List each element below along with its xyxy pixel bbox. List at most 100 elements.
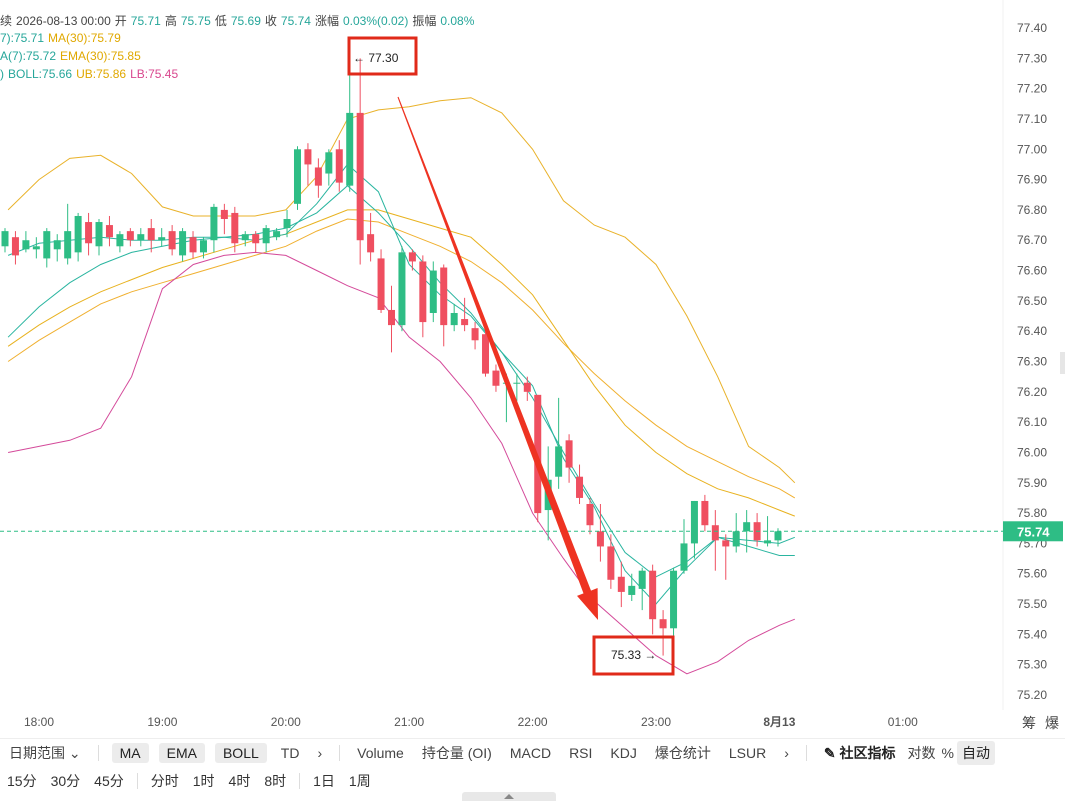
divider [299,773,301,789]
liquidation-toggle[interactable]: 爆仓统计 [654,745,711,761]
candle-body [346,112,354,186]
candle-body [32,246,40,250]
price-chart[interactable]: 77.40 77.30 77.20 77.10 77.00 76.90 76.80 76.70… [0,0,1065,738]
candle-body [398,252,406,326]
panel-expand-handle[interactable] [462,792,556,801]
interval-2[interactable]: 45分 [94,773,124,789]
boll-lb-value: LB:75.45 [130,67,179,81]
candle-body [607,546,615,580]
y-tick-label: 77.10 [1017,112,1047,126]
y-tick-label: 76.20 [1017,385,1047,399]
x-tick-label: 19:00 [147,715,177,729]
open-value: 75.71 [130,14,161,28]
last-price-tag [1003,521,1063,542]
candle-body [241,234,249,241]
candle-body [95,222,103,247]
interval-4[interactable]: 1时 [192,773,215,789]
candle-body [273,231,281,238]
volume-toggle[interactable]: Volume [357,745,404,761]
y-tick-label: 76.00 [1017,445,1047,459]
candle-body [314,167,322,186]
low-price-label: 75.33 → [611,648,656,662]
candle-body [304,149,312,165]
interval-1[interactable]: 30分 [50,773,81,789]
line-ma_fast [7,163,795,605]
candle-body [85,222,93,244]
kdj-toggle[interactable]: KDJ [610,745,637,761]
oi-toggle[interactable]: 持仓量 (OI) [421,745,492,761]
divider [805,745,807,761]
candle-body [461,319,469,326]
ma-toggle[interactable]: MA [111,743,149,763]
candle-body [659,619,667,629]
low-annotation-box [592,635,675,676]
x-tick-label: 21:00 [394,715,424,729]
interval-6[interactable]: 8时 [264,773,287,789]
boll-value: BOLL:75.66 [8,67,73,81]
indicator-toolbar: 日期范围 ⌄ MA EMA BOLL TD › Volume 持仓量 (OI) … [0,738,1065,767]
high-price-label: ← 77.30 [353,51,399,65]
chip-distribution-label[interactable]: 筹 [1022,715,1036,731]
line-ma_slow [7,209,795,517]
liquidation-map-label[interactable]: 爆 [1045,715,1059,731]
candle-body [523,382,531,392]
td-toggle[interactable]: TD [280,745,300,761]
y-tick-label: 75.60 [1017,567,1047,581]
y-tick-label: 76.70 [1017,233,1047,247]
lsur-toggle[interactable]: LSUR [728,745,767,761]
interval-3[interactable]: 分时 [150,773,179,789]
x-tick-label: 18:00 [24,715,54,729]
candle-body [377,258,385,310]
boll-toggle[interactable]: BOLL [214,743,267,763]
log-scale-toggle[interactable]: 对数 [907,745,936,761]
community-indicators-button[interactable]: ✎ 社区指标 [823,745,896,761]
y-tick-label: 75.30 [1017,658,1047,672]
interval-7[interactable]: 1日 [313,773,335,789]
ma-slow-value: MA(30):75.79 [48,31,121,45]
chevron-right-icon[interactable]: › [784,745,789,761]
candle-body [670,570,678,629]
last-price-value: 75.74 [1017,524,1050,539]
candle-body [283,219,291,229]
candle-body [189,237,197,253]
candle-body [105,225,113,238]
candle-body [482,334,490,374]
boll-ub-value: UB:75.86 [76,67,127,81]
x-tick-label: 23:00 [641,715,671,729]
y-tick-label: 77.40 [1017,21,1047,35]
candle-body [74,215,82,253]
chevron-right-icon[interactable]: › [317,745,323,761]
ema-slow-value: EMA(30):75.85 [60,49,141,63]
candle-body [53,240,61,250]
percent-scale-toggle[interactable]: % [941,745,954,761]
y-tick-label: 76.10 [1017,415,1047,429]
amplitude-value: 0.08% [440,14,475,28]
date-range-button[interactable]: 日期范围 ⌄ [9,745,81,761]
auto-scale-toggle[interactable]: 自动 [956,741,995,765]
candle-body [743,522,751,532]
candle-body [555,446,563,477]
side-panel-handle[interactable] [1060,352,1065,374]
ema-toggle[interactable]: EMA [158,743,205,763]
candle-body [158,237,166,241]
change-value: 0.03%(0.02) [342,14,409,28]
y-tick-label: 77.00 [1017,142,1047,156]
close-value: 75.74 [280,14,311,28]
candle-body [22,240,30,250]
interval-8[interactable]: 1周 [348,773,371,789]
interval-0[interactable]: 15分 [7,773,37,789]
y-tick-label: 76.40 [1017,324,1047,338]
macd-toggle[interactable]: MACD [509,745,552,761]
candle-body [628,585,636,595]
candle-body [722,540,730,547]
candle-body [774,531,782,541]
candle-body [419,261,427,323]
candle-body [367,234,375,253]
candle-body [64,231,72,259]
y-tick-label: 76.60 [1017,264,1047,278]
interval-5[interactable]: 4时 [228,773,251,789]
candle-body [617,576,625,592]
rsi-toggle[interactable]: RSI [569,745,593,761]
candle-body [168,231,176,250]
y-tick-label: 76.90 [1017,173,1047,187]
